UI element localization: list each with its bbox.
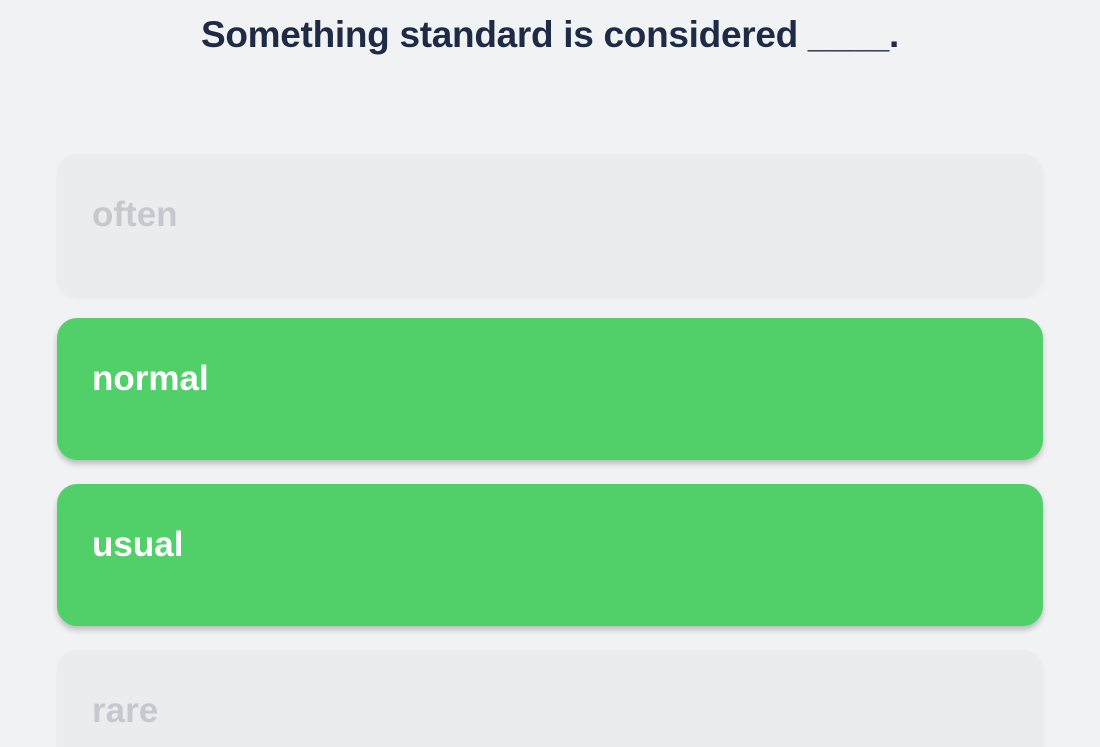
option-label: rare (92, 691, 159, 730)
option-often[interactable]: often (57, 154, 1043, 296)
option-label: often (92, 195, 178, 234)
option-normal[interactable]: normal (57, 318, 1043, 460)
option-rare[interactable]: rare (57, 650, 1043, 747)
option-usual[interactable]: usual (57, 484, 1043, 626)
option-label: usual (92, 525, 184, 564)
question-prompt: Something standard is considered ____. (201, 14, 899, 55)
option-label: normal (92, 359, 209, 398)
answer-options: often normal usual rare (57, 154, 1043, 747)
